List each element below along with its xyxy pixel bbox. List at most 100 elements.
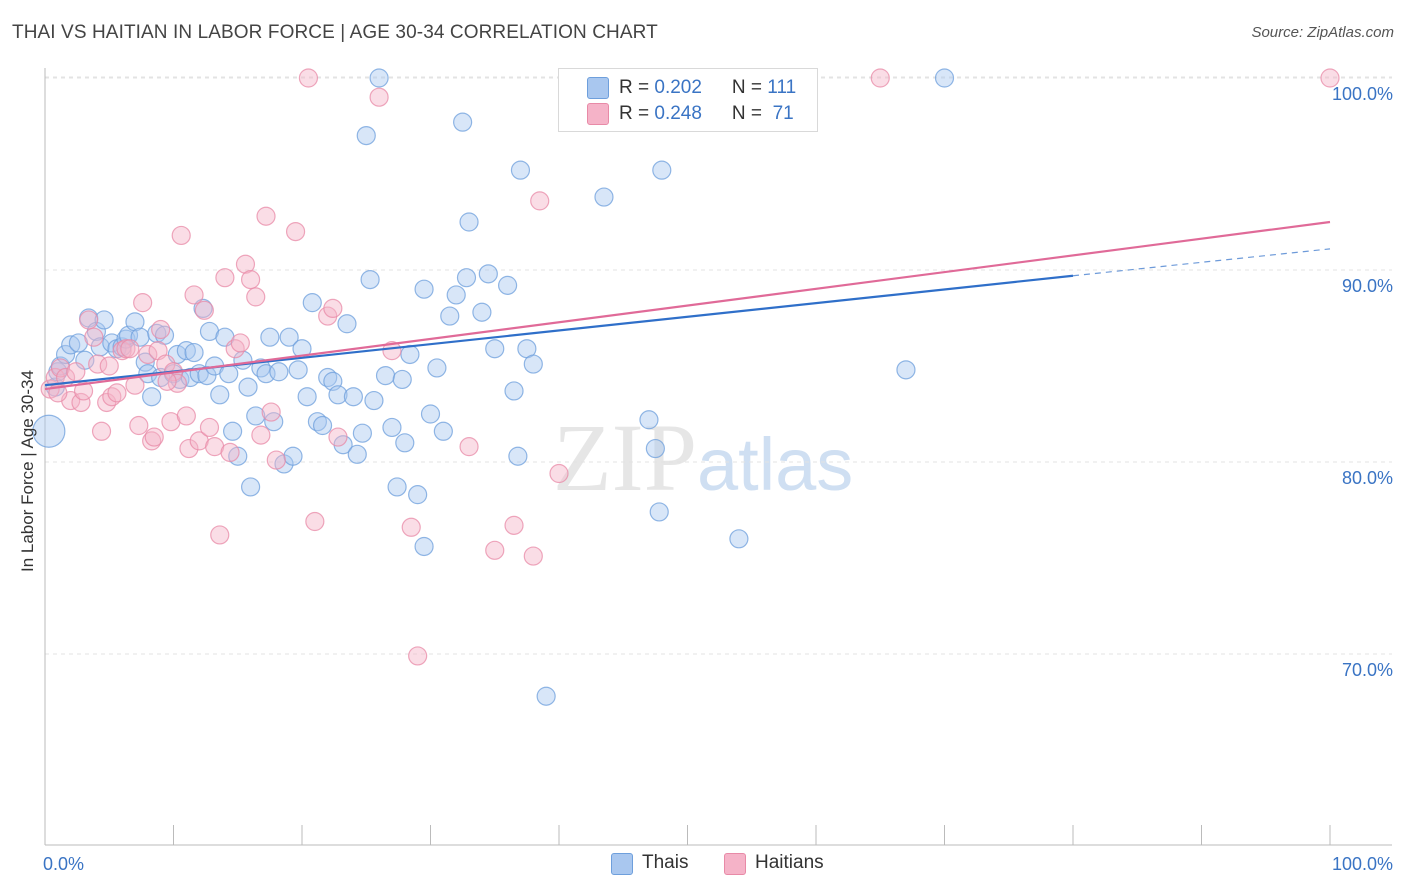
- haitians-point: [305, 511, 325, 532]
- thais-point: [729, 529, 749, 549]
- thais-point: [94, 310, 114, 330]
- haitians-point: [138, 344, 158, 365]
- thais-point: [61, 335, 81, 355]
- haitians-point: [230, 333, 250, 353]
- thais-point: [536, 686, 556, 706]
- legend-swatch-haitians: [724, 853, 746, 875]
- thais-point: [288, 360, 308, 380]
- haitians-point: [50, 358, 71, 378]
- thais-point: [223, 421, 243, 441]
- thais-point: [147, 323, 167, 343]
- haitians-point: [133, 293, 153, 313]
- haitians-point: [382, 341, 402, 361]
- haitians-point: [1320, 68, 1340, 88]
- haitians-point: [225, 339, 245, 359]
- haitians-point: [66, 362, 86, 382]
- thais-point: [328, 385, 348, 405]
- thais-point: [241, 477, 261, 497]
- haitians-point: [298, 68, 319, 88]
- haitians-trend-line: [44, 220, 1331, 391]
- haitians-point: [870, 68, 890, 88]
- haitians-point: [79, 310, 99, 330]
- thais-point: [369, 68, 389, 88]
- thais-point: [392, 369, 412, 390]
- thais-point: [485, 339, 505, 359]
- thais-point: [318, 367, 338, 388]
- thais-point: [176, 341, 196, 361]
- thais-point: [478, 264, 498, 284]
- thais-point: [142, 387, 162, 407]
- haitians-point: [523, 546, 543, 566]
- haitians-point: [266, 450, 286, 470]
- legend-n-label: N =: [731, 77, 768, 98]
- thais-point: [382, 417, 402, 438]
- haitians-point: [459, 437, 479, 457]
- thais-point: [472, 302, 492, 322]
- watermark: ZIPatlas: [553, 402, 853, 513]
- haitians-point: [251, 425, 271, 445]
- haitians-point: [261, 402, 281, 422]
- haitians-point: [176, 406, 196, 426]
- haitians-point: [256, 206, 276, 226]
- thais-point: [297, 387, 317, 407]
- haitians-point: [199, 417, 220, 438]
- haitians-point: [369, 87, 389, 107]
- thais-point: [523, 354, 543, 374]
- thais-point: [364, 390, 384, 411]
- legend-r-label: R =: [619, 77, 655, 98]
- haitians-point: [246, 287, 266, 307]
- thais-point: [639, 410, 659, 430]
- legend-r-value: 0.202: [654, 77, 702, 98]
- legend-n-label: N =: [731, 103, 768, 124]
- haitians-point: [285, 222, 306, 242]
- thais-point: [594, 187, 614, 207]
- thais-point: [649, 502, 669, 522]
- thais-point: [197, 366, 217, 386]
- haitians-point: [144, 427, 164, 447]
- thais-point: [387, 477, 407, 497]
- thais-point: [238, 377, 258, 397]
- legend-label-thais: Thais: [642, 852, 689, 873]
- haitians-point: [323, 298, 343, 318]
- thais-point: [283, 446, 303, 466]
- thais-point: [459, 212, 479, 232]
- haitians-point: [84, 327, 104, 347]
- thais-point: [360, 270, 380, 290]
- y-axis-title: In Labor Force | Age 30-34: [18, 370, 37, 572]
- thais-point: [260, 327, 280, 347]
- source-label: Source: ZipAtlas.com: [1251, 24, 1394, 41]
- thais-point: [269, 362, 289, 382]
- thais-point: [400, 344, 420, 365]
- x-tick-label-min: 0.0%: [43, 854, 84, 874]
- legend-n-value: 71: [767, 103, 794, 124]
- legend-r-label: R =: [619, 103, 655, 124]
- haitians-point: [107, 383, 127, 403]
- haitians-point: [235, 254, 256, 274]
- thais-point: [446, 285, 466, 305]
- haitians-point: [504, 515, 524, 535]
- legend-swatch-thais: [587, 77, 609, 99]
- haitians-point: [71, 392, 91, 413]
- haitians-point: [549, 463, 569, 484]
- haitians-point: [194, 300, 214, 320]
- legend-n-value: 111: [767, 77, 797, 98]
- thais-point: [343, 387, 363, 407]
- thais-point: [312, 415, 333, 436]
- thais-point: [307, 412, 328, 432]
- thais-point: [408, 485, 428, 505]
- thais-point: [645, 438, 665, 459]
- haitians-point: [215, 268, 235, 288]
- legend-swatch-thais: [611, 853, 633, 875]
- thais-point: [395, 433, 415, 453]
- thais-point: [453, 112, 473, 132]
- haitians-point: [184, 285, 204, 305]
- haitians-point: [97, 392, 117, 413]
- haitians-point: [129, 415, 149, 436]
- y-tick-label: 80.0%: [1342, 468, 1393, 488]
- thais-point: [498, 275, 518, 295]
- y-tick-label: 100.0%: [1332, 84, 1393, 104]
- haitians-point: [45, 367, 65, 388]
- thais-point: [440, 306, 460, 326]
- chart-title: THAI VS HAITIAN IN LABOR FORCE | AGE 30-…: [12, 22, 658, 43]
- thais-point: [135, 352, 155, 372]
